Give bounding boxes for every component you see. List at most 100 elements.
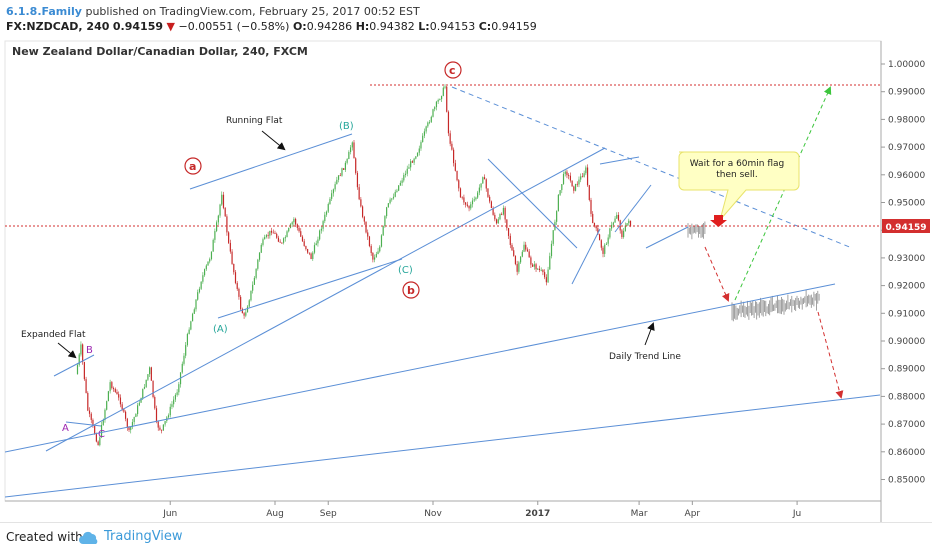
- candle-body: [415, 156, 417, 159]
- candle-body: [114, 388, 116, 392]
- candle-body: [394, 191, 396, 197]
- price-badge-bg: [882, 219, 930, 233]
- candle-body: [161, 429, 163, 431]
- candle-body: [490, 201, 492, 208]
- candle-body: [116, 391, 118, 395]
- candle-body: [94, 426, 96, 435]
- projection-down-arrow-1: [704, 246, 730, 302]
- candle-body: [126, 418, 128, 428]
- candle-body: [382, 226, 384, 236]
- candle-body: [482, 177, 484, 184]
- candle-body: [463, 197, 465, 203]
- candle-body: [241, 308, 243, 314]
- plot-content: [5, 84, 881, 498]
- candle-body: [423, 131, 426, 136]
- candle-body: [526, 249, 529, 252]
- chart-header: 6.1.8.Family published on TradingView.co…: [0, 0, 932, 40]
- candle-body: [307, 249, 309, 253]
- candle-body: [410, 161, 412, 168]
- time-tick-label: Aug: [266, 509, 284, 519]
- candle-body: [506, 219, 508, 229]
- candle-body: [485, 179, 487, 189]
- candle-body: [142, 388, 144, 399]
- candle-body: [233, 263, 235, 273]
- price-tick-label: 1.00000: [888, 60, 925, 70]
- price-tick-label: 0.99000: [888, 88, 925, 98]
- candle-body: [97, 441, 99, 446]
- candle-body: [411, 161, 413, 163]
- price-chart[interactable]: New Zealand Dollar/Canadian Dollar, 240,…: [0, 37, 932, 522]
- candle-body: [167, 415, 170, 418]
- candle-body: [92, 419, 94, 427]
- candle-body: [432, 109, 434, 117]
- tradingview-cloud-icon[interactable]: [78, 530, 100, 549]
- running-flat-upper-line: [189, 133, 353, 190]
- running-flat-lower-line: [217, 258, 403, 319]
- candle-body: [216, 222, 218, 232]
- candle-body: [360, 199, 362, 207]
- footer: Created with TradingView: [0, 522, 932, 551]
- candle-body: [154, 397, 156, 409]
- wave-label-C: C: [98, 429, 105, 440]
- candle-body: [499, 213, 501, 220]
- candles: [76, 84, 632, 447]
- candle-body: [420, 142, 422, 149]
- trend-lines: [5, 86, 881, 498]
- candle-body: [605, 243, 608, 245]
- candle-body: [320, 228, 322, 231]
- chart-area[interactable]: New Zealand Dollar/Canadian Dollar, 240,…: [0, 37, 932, 522]
- price-axis: 1.00000 0.99000 0.98000 0.97000 0.96000 0.950…: [881, 60, 925, 486]
- author-link[interactable]: 6.1.8.Family: [6, 5, 82, 18]
- candle-body: [507, 228, 510, 236]
- candle-body: [418, 148, 420, 153]
- candle-body: [401, 180, 403, 183]
- expanded-flat-arrow: [57, 342, 77, 359]
- candle-body: [626, 223, 628, 226]
- zigzag-line-2: [571, 228, 601, 285]
- candle-body: [483, 177, 486, 180]
- candle-body: [427, 122, 429, 127]
- candle-body: [100, 424, 103, 438]
- candle-body: [327, 204, 329, 212]
- forecast-flag-small: [687, 221, 706, 240]
- candle-body: [104, 409, 106, 421]
- open-label: O:: [292, 20, 307, 33]
- candle-body: [95, 434, 97, 442]
- candle-body: [252, 284, 254, 291]
- candle-body: [588, 185, 590, 200]
- candle-body: [447, 111, 450, 134]
- annotations: Expanded Flat A B C Running Flat (A) (B)…: [21, 61, 800, 440]
- candle-body: [562, 173, 565, 185]
- candle-body: [545, 277, 547, 283]
- price-tick-label: 0.95000: [888, 199, 925, 209]
- candle-body: [130, 427, 132, 430]
- candle-body: [317, 239, 319, 244]
- candle-body: [617, 214, 620, 221]
- candle-body: [592, 213, 594, 223]
- candle-body: [614, 218, 616, 223]
- candle-body: [389, 199, 391, 204]
- open-value: 0.94286: [306, 20, 353, 33]
- candle-body: [209, 259, 211, 262]
- candle-body: [521, 251, 523, 257]
- tradingview-brand[interactable]: TradingView: [104, 529, 183, 544]
- candle-body: [535, 264, 537, 270]
- candle-body: [501, 213, 503, 215]
- candle-body: [305, 246, 307, 250]
- candle-body: [293, 218, 295, 223]
- candle-body: [102, 420, 104, 425]
- candle-body: [228, 232, 230, 243]
- candle-body: [308, 252, 310, 254]
- candle-body: [193, 309, 195, 314]
- candle-body: [85, 379, 87, 393]
- wave-label-A: A: [62, 423, 69, 434]
- candle-body: [191, 313, 194, 322]
- candle-body: [361, 206, 364, 217]
- candle-body: [355, 158, 357, 173]
- current-price-badge: 0.94159: [882, 219, 930, 233]
- forecast-flag-large: [731, 289, 820, 322]
- candle-body: [416, 152, 419, 157]
- close-value: 0.94159: [491, 20, 537, 33]
- candle-body: [310, 253, 312, 260]
- projection-down-arrow-2: [817, 311, 844, 399]
